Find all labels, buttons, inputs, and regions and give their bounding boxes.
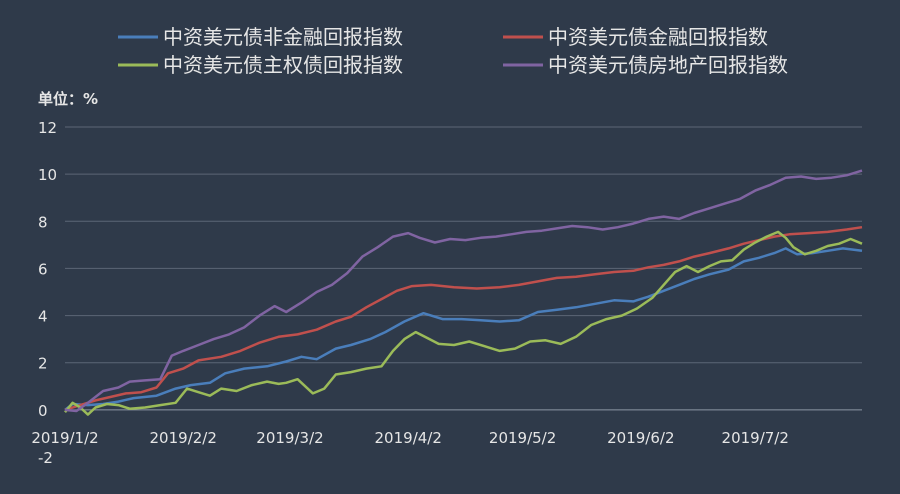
y-tick-label: 0: [38, 402, 48, 420]
x-tick-label: 2019/3/2: [256, 429, 323, 447]
legend-label-4: 中资美元债房地产回报指数: [548, 53, 788, 77]
y-tick-label: 4: [38, 308, 48, 326]
x-tick-label: 2019/2/2: [150, 429, 217, 447]
x-tick-label: 2019/4/2: [375, 429, 442, 447]
series-line-1: [64, 247, 863, 411]
y-tick-label: 12: [38, 119, 57, 137]
x-tick-label: 2019/5/2: [489, 429, 556, 447]
grid-layer: [65, 126, 862, 411]
legend-label-3: 中资美元债主权债回报指数: [163, 53, 403, 77]
series-line-2: [64, 225, 863, 412]
legend-label-2: 中资美元债金融回报指数: [548, 25, 768, 49]
y-tick-label: 8: [38, 213, 48, 231]
y-tick-label: 6: [38, 260, 48, 278]
series-layer: [64, 169, 863, 416]
x-tick-label: 2019/7/2: [722, 429, 789, 447]
series-line-3: [64, 230, 863, 416]
x-tick-label: 2019/1/2: [31, 429, 98, 447]
y-tick-label: 10: [38, 166, 57, 184]
y-tick-label: -2: [38, 449, 53, 467]
series-line-4: [64, 169, 863, 413]
y-tick-label: 2: [38, 355, 48, 373]
x-tick-label: 2019/6/2: [607, 429, 674, 447]
legend-label-1: 中资美元债非金融回报指数: [163, 25, 403, 49]
unit-label: 单位：%: [38, 90, 98, 108]
axis-layer: -2 0 2 4 6 8 10 12 2019/1/2 2019/2/2 2019/3/2 2019/…: [31, 119, 789, 467]
